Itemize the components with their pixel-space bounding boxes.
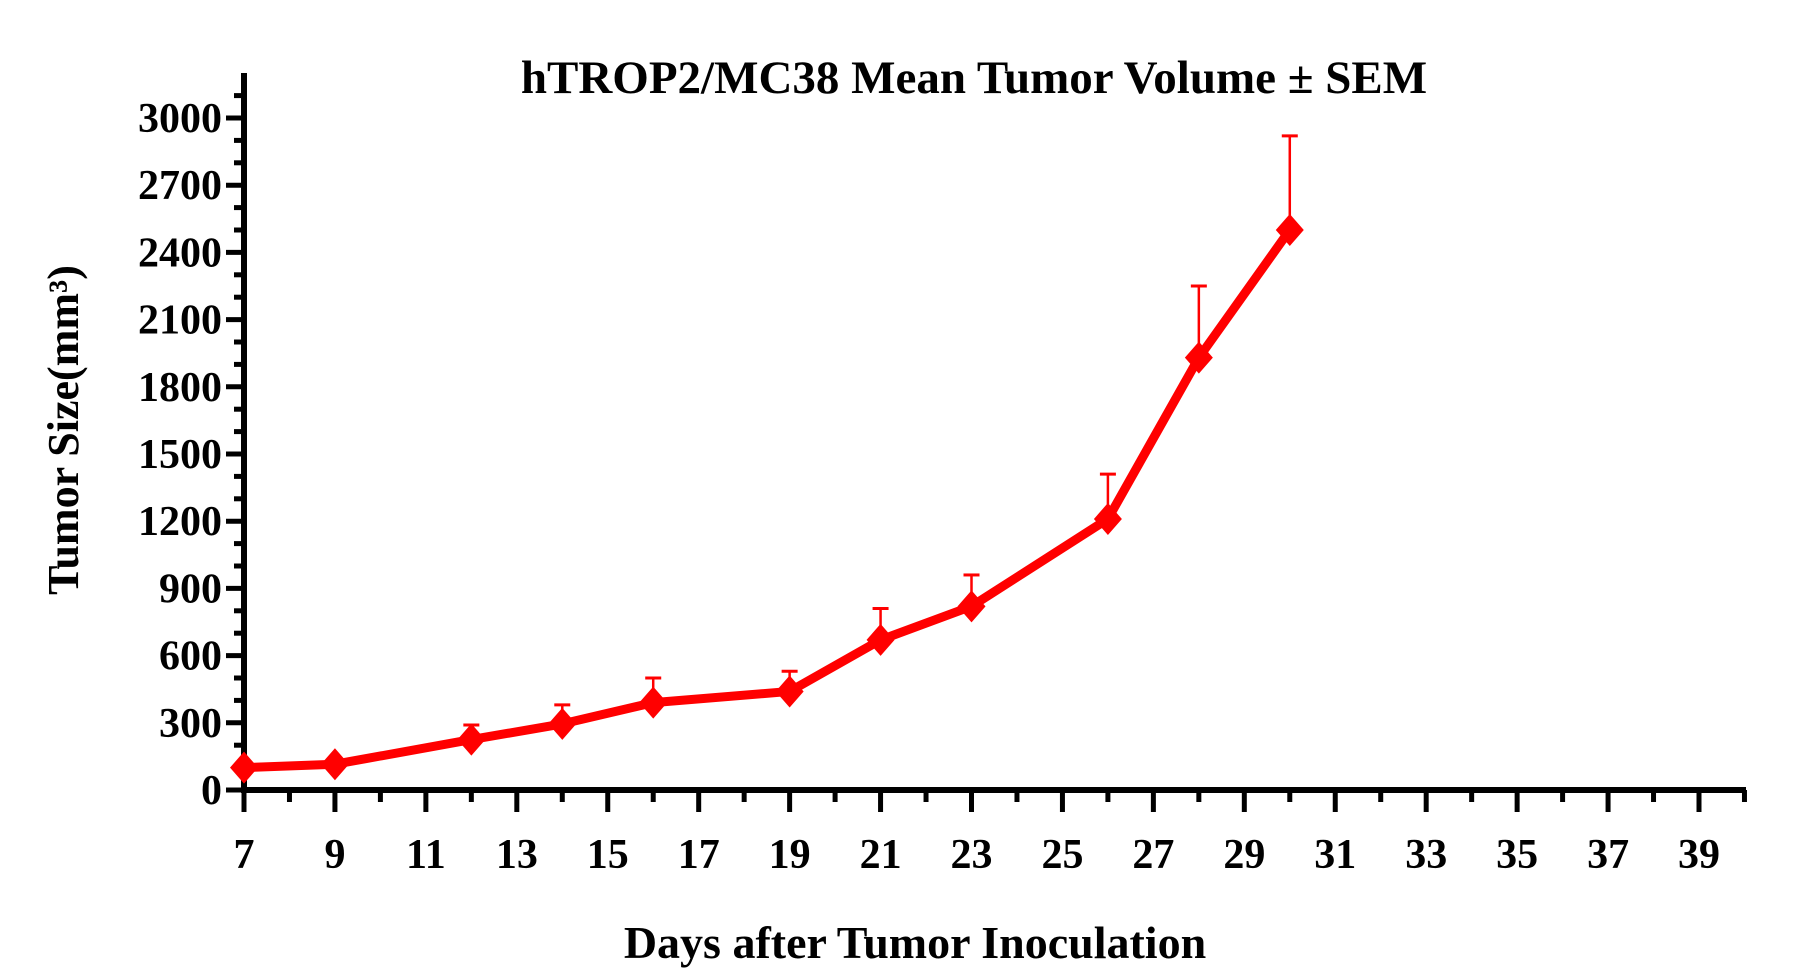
data-point-marker	[1275, 214, 1304, 246]
y-tick-label: 2100	[138, 298, 222, 344]
data-point-marker	[1184, 341, 1213, 374]
x-tick-label: 33	[1405, 832, 1447, 878]
x-tick-label: 39	[1678, 832, 1720, 878]
y-tick-label: 1200	[138, 499, 222, 545]
x-tick-label: 35	[1496, 832, 1538, 878]
data-point-marker	[1093, 502, 1122, 535]
x-tick-label: 25	[1041, 832, 1083, 878]
x-tick-label: 17	[678, 832, 720, 878]
y-tick-label: 1500	[138, 432, 222, 478]
y-tick-label: 600	[159, 634, 222, 680]
chart-title: hTROP2/MC38 Mean Tumor Volume ± SEM	[521, 52, 1427, 104]
x-tick-label: 37	[1587, 832, 1629, 878]
y-tick-label: 3000	[138, 96, 222, 142]
x-tick-label: 21	[860, 832, 902, 878]
y-tick-label: 300	[159, 701, 222, 747]
data-point-marker	[639, 686, 668, 719]
data-point-marker	[548, 707, 577, 740]
data-point-marker	[866, 623, 895, 656]
y-tick-label: 2400	[138, 230, 222, 276]
x-tick-label: 19	[769, 832, 811, 878]
data-point-marker	[457, 723, 486, 756]
x-tick-label: 23	[951, 832, 993, 878]
x-tick-label: 13	[496, 832, 538, 878]
x-tick-label: 15	[587, 832, 629, 878]
x-tick-label: 31	[1314, 832, 1356, 878]
data-point-marker	[320, 748, 349, 781]
x-tick-label: 29	[1223, 832, 1265, 878]
axes: 0 300 600 900 1200 1500 1800 2100 2400 2700 3000 7 9…	[138, 73, 1747, 878]
data-point-marker	[957, 590, 986, 623]
x-tick-label: 9	[324, 832, 345, 878]
x-axis-label: Days after Tumor Inoculation	[624, 917, 1206, 968]
y-axis-label: Tumor Size(mm³)	[39, 265, 88, 595]
y-tick-label: 2700	[138, 163, 222, 209]
y-tick-label: 0	[201, 768, 222, 814]
y-tick-label: 1800	[138, 365, 222, 411]
data-point-marker	[230, 751, 258, 784]
x-tick-label: 11	[406, 832, 446, 878]
series-line	[243, 227, 1294, 773]
data-point-marker	[775, 675, 804, 708]
y-tick-label: 900	[159, 566, 222, 612]
x-tick-label: 27	[1132, 832, 1174, 878]
x-tick-label: 7	[234, 832, 255, 878]
plot-area	[230, 134, 1304, 784]
